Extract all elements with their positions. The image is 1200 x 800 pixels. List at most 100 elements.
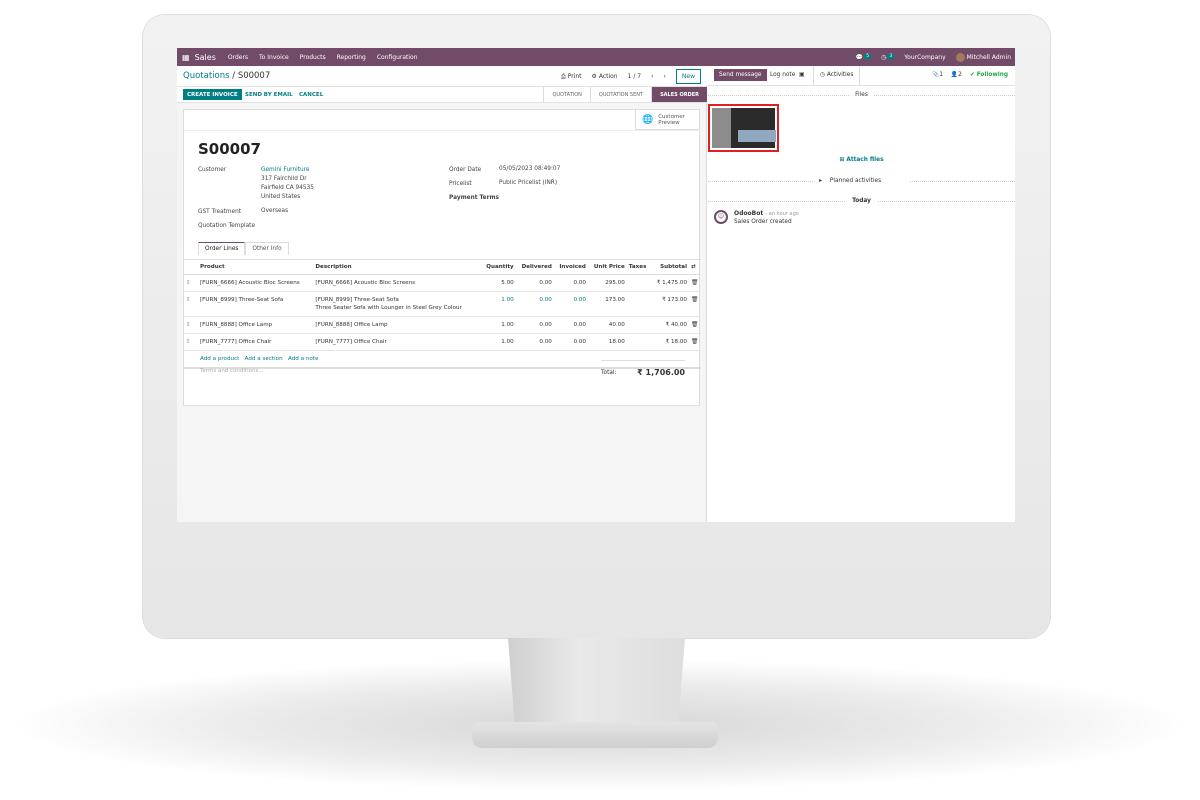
company-switcher[interactable]: YourCompany xyxy=(904,53,946,61)
apps-grid-icon[interactable]: ▦ xyxy=(182,52,190,62)
menu-reporting[interactable]: Reporting xyxy=(336,53,366,61)
drag-handle-icon[interactable]: ⇕ xyxy=(184,291,198,317)
table-row[interactable]: ⇕ [FURN_8888] Office Lamp [FURN_8888] Of… xyxy=(184,316,701,334)
top-navbar: ▦ Sales Orders To Invoice Products Repor… xyxy=(177,48,1015,66)
trash-icon[interactable]: 🗑 xyxy=(689,274,701,292)
customer-preview-button[interactable]: 🌐 Customer Preview xyxy=(635,110,699,130)
tab-order-lines[interactable]: Order Lines xyxy=(198,242,246,255)
control-panel: Quotations / S00007 ⎙ Print ⚙ Action 1 /… xyxy=(177,66,707,87)
add-section-link[interactable]: Add a section xyxy=(244,356,283,362)
odoobot-avatar: ☺ xyxy=(714,210,728,224)
line-unit-price[interactable]: 295.00 xyxy=(587,274,627,292)
line-taxes[interactable] xyxy=(626,291,651,317)
pager-next-icon[interactable]: › xyxy=(663,73,666,80)
total-amount: ₹ 1,706.00 xyxy=(637,368,685,377)
menu-orders[interactable]: Orders xyxy=(227,53,249,61)
line-description[interactable]: [FURN_8888] Office Lamp xyxy=(313,316,481,334)
log-note-button[interactable]: Log note ▣ xyxy=(770,72,805,78)
line-taxes[interactable] xyxy=(626,316,651,334)
line-product[interactable]: [FURN_7777] Office Chair xyxy=(198,333,314,351)
clock-icon: ◷ xyxy=(881,53,887,61)
line-delivered: 0.00 xyxy=(515,333,554,351)
monitor-stand xyxy=(508,638,685,728)
add-product-link[interactable]: Add a product xyxy=(200,356,240,362)
pager-value[interactable]: 1 / 7 xyxy=(627,73,642,80)
line-subtotal: ₹ 173.00 xyxy=(650,291,689,317)
line-description[interactable]: [FURN_6666] Acoustic Bloc Screens xyxy=(313,274,481,292)
chat-icon: 💬 xyxy=(855,53,864,61)
order-date-field[interactable]: 05/05/2023 08:49:07 xyxy=(499,166,561,172)
user-menu[interactable]: Mitchell Admin xyxy=(955,52,1011,62)
breadcrumb-quotations[interactable]: Quotations xyxy=(183,71,230,81)
drag-handle-icon[interactable]: ⇕ xyxy=(184,274,198,292)
line-product[interactable]: [FURN_8999] Three-Seat Sofa xyxy=(198,291,314,317)
send-message-button[interactable]: Send message xyxy=(714,69,767,81)
app-name[interactable]: Sales xyxy=(194,52,216,62)
user-icon: 👤 xyxy=(950,72,959,78)
line-product[interactable]: [FURN_6666] Acoustic Bloc Screens xyxy=(198,274,314,292)
attach-files-button[interactable]: ⊞ Attach files xyxy=(839,157,884,163)
print-button[interactable]: ⎙ Print xyxy=(560,72,582,80)
line-unit-price[interactable]: 173.00 xyxy=(587,291,627,317)
col-quantity: Quantity xyxy=(480,259,516,275)
col-product: Product xyxy=(198,259,314,275)
screen: ▦ Sales Orders To Invoice Products Repor… xyxy=(177,48,1015,522)
stage-sales-order[interactable]: SALES ORDER xyxy=(651,87,707,102)
followers-button[interactable]: 👤2 xyxy=(950,72,962,78)
pricelist-field[interactable]: Public Pricelist (INR) xyxy=(499,180,558,186)
activities-button[interactable]: ◷ Activities xyxy=(813,66,861,86)
activities-button[interactable]: ◷ 3 xyxy=(881,53,895,61)
line-invoiced: 0.00 xyxy=(553,333,588,351)
line-subtotal: ₹ 18.00 xyxy=(650,333,689,351)
line-unit-price[interactable]: 18.00 xyxy=(587,333,627,351)
order-name: S00007 xyxy=(198,140,261,158)
table-row[interactable]: ⇕ [FURN_8999] Three-Seat Sofa [FURN_8999… xyxy=(184,291,701,317)
stage-quotation[interactable]: QUOTATION xyxy=(543,87,589,102)
message-body: Sales Order created xyxy=(734,219,792,225)
cancel-button[interactable]: CANCEL xyxy=(299,91,324,98)
line-quantity[interactable]: 1.00 xyxy=(480,333,516,351)
monitor-base xyxy=(472,722,718,748)
attachment-image xyxy=(712,108,776,148)
line-unit-price[interactable]: 40.00 xyxy=(587,316,627,334)
total-summary: Total: ₹ 1,706.00 xyxy=(601,360,685,377)
line-quantity[interactable]: 1.00 xyxy=(480,291,516,317)
customer-label: Customer xyxy=(198,167,227,173)
trash-icon[interactable]: 🗑 xyxy=(689,333,701,351)
tab-other-info[interactable]: Other Info xyxy=(245,242,289,255)
line-quantity[interactable]: 5.00 xyxy=(480,274,516,292)
line-quantity[interactable]: 1.00 xyxy=(480,316,516,334)
planned-activities-toggle[interactable]: ▸ Planned activities 1 xyxy=(708,178,1015,184)
stage-quotation-sent[interactable]: QUOTATION SENT xyxy=(589,87,651,102)
add-note-link[interactable]: Add a note xyxy=(287,356,319,362)
line-subtotal: ₹ 40.00 xyxy=(650,316,689,334)
trash-icon[interactable]: 🗑 xyxy=(689,316,701,334)
send-by-email-button[interactable]: SEND BY EMAIL xyxy=(245,91,293,98)
table-row[interactable]: ⇕ [FURN_7777] Office Chair [FURN_7777] O… xyxy=(184,333,701,351)
trash-icon[interactable]: 🗑 xyxy=(689,291,701,317)
terms-input[interactable]: Terms and conditions... xyxy=(200,368,264,374)
drag-handle-icon[interactable]: ⇕ xyxy=(184,316,198,334)
line-description[interactable]: [FURN_8999] Three-Seat Sofa Three Seater … xyxy=(313,291,481,317)
line-taxes[interactable] xyxy=(626,333,651,351)
menu-products[interactable]: Products xyxy=(299,53,326,61)
table-row[interactable]: ⇕ [FURN_6666] Acoustic Bloc Screens [FUR… xyxy=(184,274,701,292)
attachment-thumbnail[interactable] xyxy=(708,104,779,152)
line-taxes[interactable] xyxy=(626,274,651,292)
menu-to-invoice[interactable]: To Invoice xyxy=(259,53,289,61)
action-button[interactable]: ⚙ Action xyxy=(591,73,618,80)
drag-handle-icon[interactable]: ⇕ xyxy=(184,333,198,351)
pager-prev-icon[interactable]: ‹ xyxy=(651,73,654,80)
following-button[interactable]: ✔ Following xyxy=(969,72,1008,78)
customer-field[interactable]: Gemini Furniture 317 Fairchild Dr Fairfi… xyxy=(261,167,314,200)
line-invoiced: 0.00 xyxy=(553,274,588,292)
create-invoice-button[interactable]: CREATE INVOICE xyxy=(183,89,242,100)
messages-button[interactable]: 💬 5 xyxy=(855,53,872,61)
menu-configuration[interactable]: Configuration xyxy=(376,53,418,61)
line-product[interactable]: [FURN_8888] Office Lamp xyxy=(198,316,314,334)
column-settings-icon[interactable]: ⇄ xyxy=(689,259,701,275)
attachments-button[interactable]: 📎1 xyxy=(931,72,943,78)
new-button[interactable]: New xyxy=(675,69,701,84)
gst-field[interactable]: Overseas xyxy=(261,208,289,214)
line-description[interactable]: [FURN_7777] Office Chair xyxy=(313,333,481,351)
